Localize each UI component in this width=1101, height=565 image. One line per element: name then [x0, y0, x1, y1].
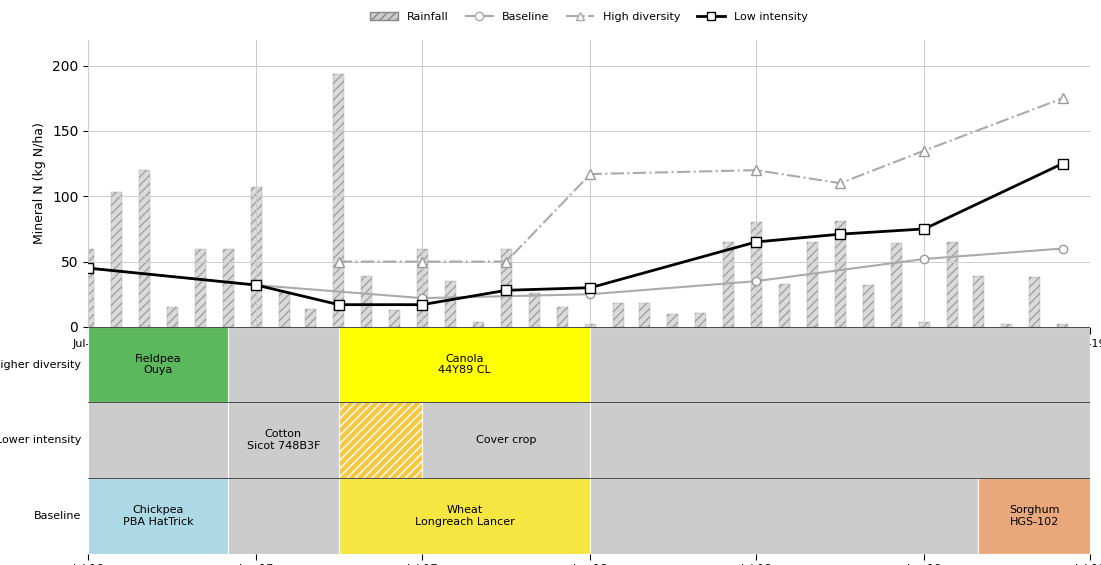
- Y-axis label: Baseline: Baseline: [34, 511, 81, 521]
- Bar: [473, 321, 484, 327]
- Bar: [751, 223, 762, 327]
- Bar: [778, 284, 789, 327]
- Bar: [422, 402, 590, 478]
- Bar: [228, 327, 339, 402]
- Bar: [891, 244, 902, 327]
- Bar: [88, 402, 228, 478]
- Bar: [979, 478, 1090, 554]
- Bar: [556, 307, 567, 327]
- Bar: [613, 303, 624, 327]
- Bar: [228, 402, 339, 478]
- Text: Cotton
Sicot 748B3F: Cotton Sicot 748B3F: [247, 429, 320, 451]
- Bar: [83, 249, 94, 327]
- Bar: [863, 285, 874, 327]
- Bar: [334, 73, 345, 327]
- Bar: [973, 276, 984, 327]
- Bar: [590, 402, 1090, 478]
- Bar: [695, 312, 706, 327]
- Bar: [389, 310, 400, 327]
- Bar: [445, 281, 456, 327]
- Text: Canola
44Y89 CL: Canola 44Y89 CL: [438, 354, 491, 376]
- Bar: [667, 314, 678, 327]
- Bar: [251, 187, 262, 327]
- Bar: [501, 249, 512, 327]
- Bar: [88, 478, 228, 554]
- Text: Chickpea
PBA HatTrick: Chickpea PBA HatTrick: [123, 505, 194, 527]
- Bar: [339, 327, 590, 402]
- Text: Wheat
Longreach Lancer: Wheat Longreach Lancer: [415, 505, 514, 527]
- Bar: [585, 324, 596, 327]
- Bar: [835, 221, 846, 327]
- Bar: [339, 478, 590, 554]
- Bar: [1057, 324, 1068, 327]
- Bar: [1001, 324, 1012, 327]
- Y-axis label: Lower intensity: Lower intensity: [0, 435, 81, 445]
- Bar: [416, 249, 427, 327]
- Bar: [1028, 277, 1039, 327]
- Bar: [222, 249, 233, 327]
- Bar: [590, 478, 979, 554]
- Y-axis label: Higher diversity: Higher diversity: [0, 360, 81, 370]
- Bar: [947, 242, 958, 327]
- Bar: [361, 276, 372, 327]
- Y-axis label: Mineral N (kg N/ha): Mineral N (kg N/ha): [33, 122, 46, 244]
- Bar: [88, 327, 228, 402]
- Bar: [339, 402, 422, 478]
- Bar: [919, 321, 930, 327]
- Bar: [111, 192, 122, 327]
- Bar: [166, 307, 177, 327]
- Legend: Rainfall, Baseline, High diversity, Low intensity: Rainfall, Baseline, High diversity, Low …: [366, 8, 813, 27]
- Bar: [723, 242, 734, 327]
- Text: Fieldpea
Ouya: Fieldpea Ouya: [134, 354, 182, 376]
- Bar: [590, 327, 1090, 402]
- Bar: [195, 249, 206, 327]
- Bar: [807, 242, 818, 327]
- Bar: [228, 478, 339, 554]
- Bar: [305, 308, 316, 327]
- Bar: [639, 303, 650, 327]
- Text: Cover crop: Cover crop: [476, 435, 536, 445]
- Bar: [280, 292, 291, 327]
- Bar: [530, 293, 541, 327]
- Text: Sorghum
HGS-102: Sorghum HGS-102: [1009, 505, 1059, 527]
- Bar: [140, 170, 151, 327]
